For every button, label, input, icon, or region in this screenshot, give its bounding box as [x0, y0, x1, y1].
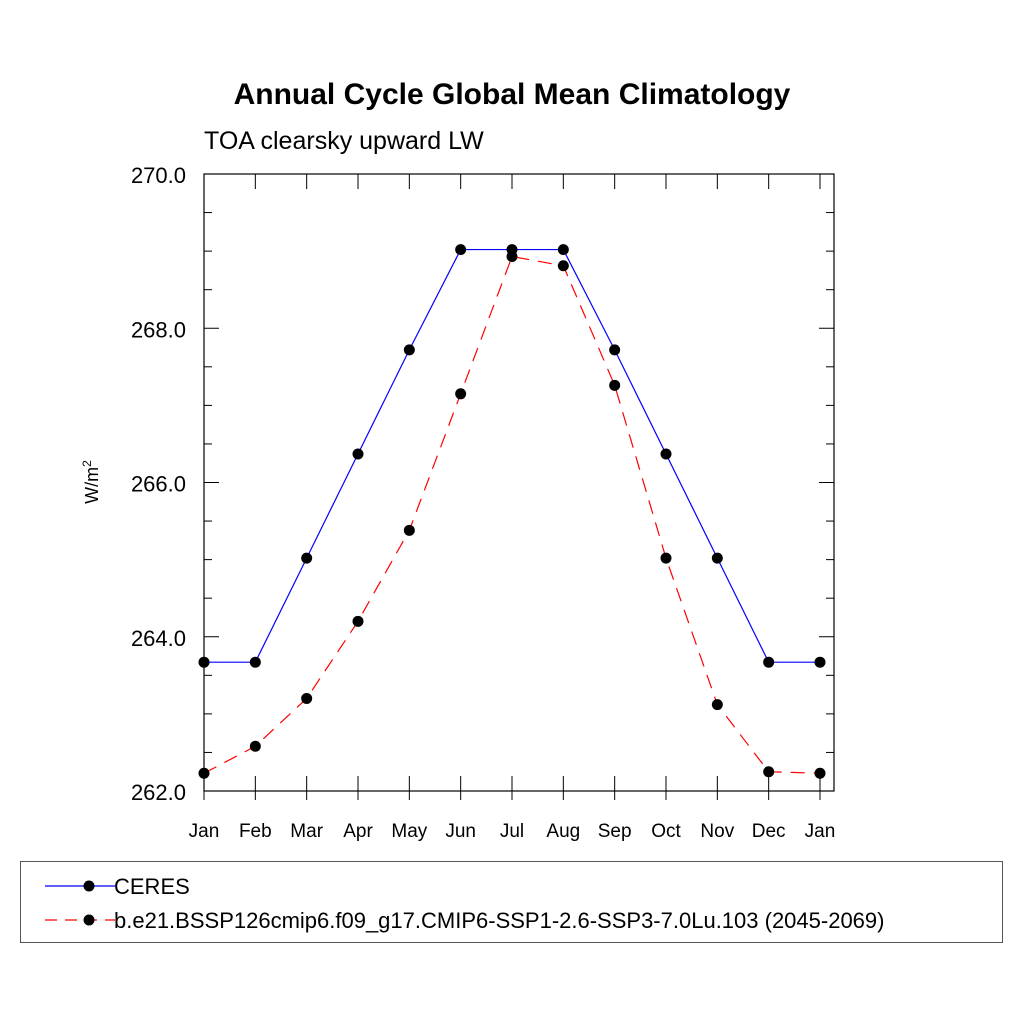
legend-swatch-ceres	[45, 880, 115, 892]
series-0-point	[609, 344, 621, 356]
series-0-point	[660, 448, 672, 460]
x-tick-label: Aug	[546, 821, 580, 842]
series-0-point	[814, 656, 826, 668]
series-0-point	[557, 244, 569, 256]
series-line-1	[203, 255, 821, 774]
y-tick-label: 264.0	[131, 626, 186, 651]
series-0-point	[249, 656, 261, 668]
x-tick-label: Oct	[651, 821, 681, 842]
legend-label-ceres: CERES	[114, 874, 190, 899]
y-tick-label: 266.0	[131, 472, 186, 497]
x-tick-label: Jan	[805, 821, 836, 842]
series-1-point	[814, 767, 826, 779]
series-1-point	[506, 251, 518, 263]
x-tick-label: Mar	[290, 821, 323, 842]
chart-title: Annual Cycle Global Mean Climatology	[234, 78, 791, 111]
x-tick-label: Apr	[343, 821, 373, 842]
series-0-point	[352, 448, 364, 460]
legend-label-model: b.e21.BSSP126cmip6.f09_g17.CMIP6-SSP1-2.…	[114, 908, 885, 933]
series-line-0	[204, 248, 820, 663]
y-axis-label: W/m2	[80, 460, 102, 504]
x-tick-label: Jan	[189, 821, 220, 842]
chart: Annual Cycle Global Mean Climatology TOA…	[80, 78, 835, 842]
series-1-point	[352, 615, 364, 627]
series-1-point	[557, 260, 569, 272]
series-1-point	[763, 766, 775, 778]
series-0-point	[711, 552, 723, 564]
series-1-point	[455, 388, 467, 400]
series-0-point	[763, 656, 775, 668]
x-tick-label: Feb	[239, 821, 272, 842]
series-0-point	[455, 244, 467, 256]
series-1-point	[711, 699, 723, 711]
legend-item-ceres: CERES	[21, 872, 1002, 902]
series-1-point	[198, 767, 210, 779]
legend-item-model: b.e21.BSSP126cmip6.f09_g17.CMIP6-SSP1-2.…	[21, 906, 1002, 936]
legend-swatch-model	[45, 914, 115, 926]
plot-frame	[203, 173, 835, 792]
series-1-point	[660, 552, 672, 564]
x-tick-label: Dec	[752, 821, 786, 842]
series-0-point	[403, 344, 415, 356]
chart-subtitle: TOA clearsky upward LW	[204, 127, 484, 155]
x-tick-label: May	[391, 821, 427, 842]
x-tick-label: Nov	[700, 821, 734, 842]
series-1-point	[249, 740, 261, 752]
legend: CERES b.e21.BSSP126cmip6.f09_g17.CMIP6-S…	[20, 861, 1003, 943]
y-tick-label: 262.0	[131, 780, 186, 805]
x-tick-label: Sep	[598, 821, 632, 842]
series-1-point	[403, 524, 415, 536]
series-0-point	[198, 656, 210, 668]
x-tick-label: Jul	[500, 821, 524, 842]
series-0-point	[301, 552, 313, 564]
y-tick-label: 268.0	[131, 317, 186, 342]
x-tick-label: Jun	[445, 821, 476, 842]
plot-area: Jan Feb Mar Apr May Jun Jul Aug Sep Oct Nov Dec Jan2…	[131, 163, 835, 842]
series-1-point	[609, 379, 621, 391]
y-tick-label: 270.0	[131, 163, 186, 188]
series-1-point	[301, 692, 313, 704]
